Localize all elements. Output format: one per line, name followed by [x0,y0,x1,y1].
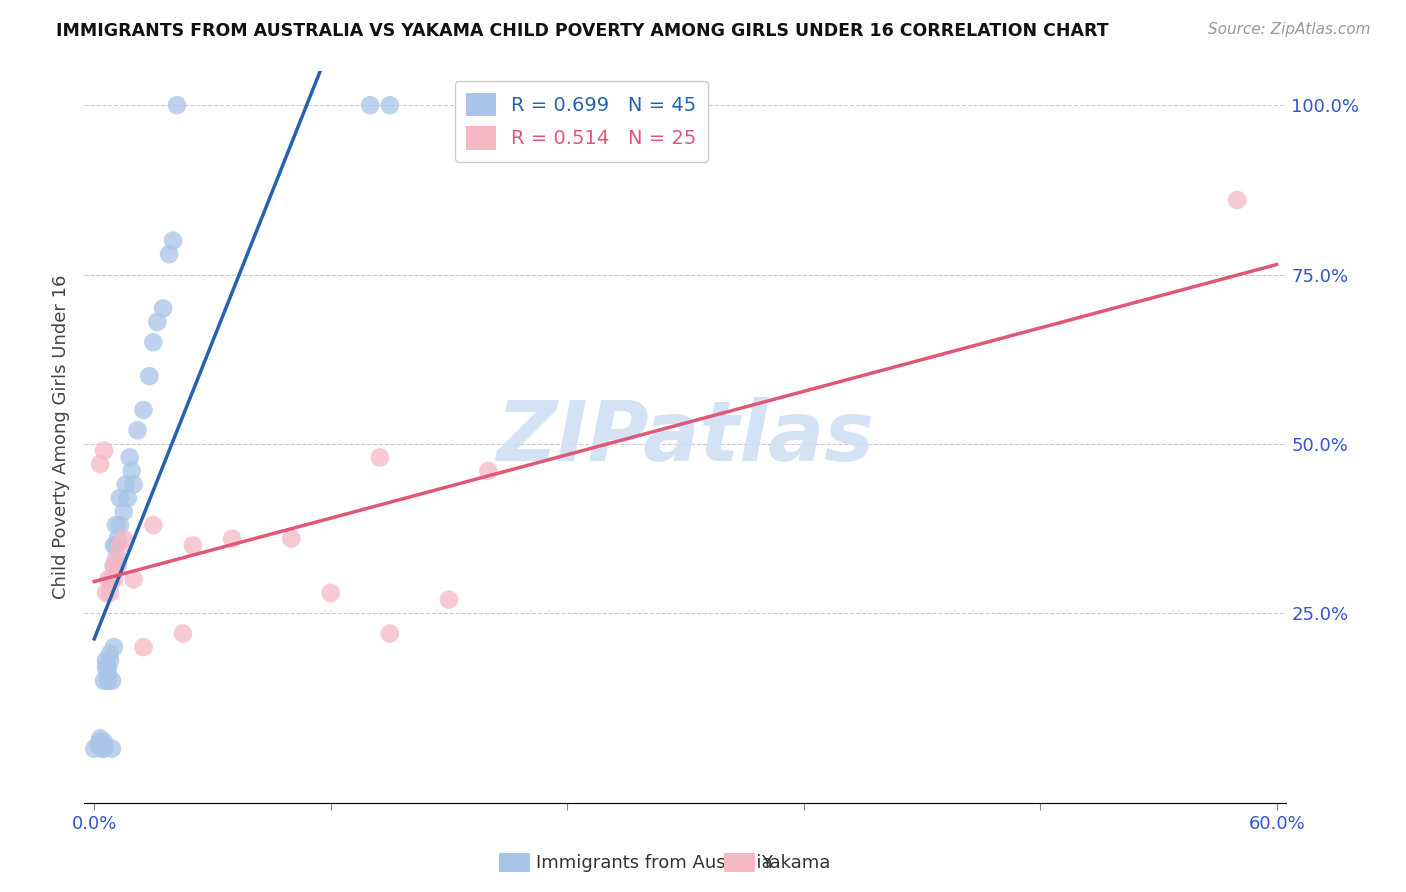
Point [89,731,111,746]
Point [319,586,342,600]
Point [132,403,155,417]
Point [181,538,204,552]
Point [112,532,135,546]
Text: Immigrants from Australia: Immigrants from Australia [536,854,772,871]
Point [98,586,121,600]
Point [121,464,143,478]
Point [378,98,401,112]
Point [359,98,381,112]
Point [146,315,169,329]
Point [118,450,141,465]
Point [91,738,114,752]
Point [94,586,117,600]
Point [477,464,499,478]
Point [93,741,115,756]
Point [280,532,302,546]
Point [437,592,460,607]
Point [101,673,124,688]
Point [138,369,160,384]
Point [108,538,131,552]
Point [97,673,120,688]
Point [378,626,401,640]
Point [93,443,115,458]
Point [162,234,184,248]
Point [101,741,124,756]
Legend: R = 0.699   N = 45, R = 0.514   N = 25: R = 0.699 N = 45, R = 0.514 N = 25 [454,81,709,161]
Point [89,457,111,471]
Point [98,647,121,661]
Point [127,423,149,437]
Text: IMMIGRANTS FROM AUSTRALIA VS YAKAMA CHILD POVERTY AMONG GIRLS UNDER 16 CORRELATI: IMMIGRANTS FROM AUSTRALIA VS YAKAMA CHIL… [56,22,1109,40]
Point [107,552,129,566]
Point [97,660,120,674]
Point [101,572,124,586]
Point [368,450,391,465]
Point [114,477,136,491]
Text: Source: ZipAtlas.com: Source: ZipAtlas.com [1208,22,1371,37]
Point [152,301,174,316]
Point [103,572,125,586]
Point [91,741,114,756]
Point [112,505,135,519]
Point [221,532,243,546]
Point [97,572,120,586]
Point [166,98,188,112]
Text: ZIPatlas: ZIPatlas [496,397,875,477]
Point [97,667,120,681]
Point [117,491,139,505]
Point [122,477,145,491]
Point [93,738,115,752]
Y-axis label: Child Poverty Among Girls Under 16: Child Poverty Among Girls Under 16 [52,275,70,599]
Point [107,532,129,546]
Point [89,735,111,749]
Point [87,738,110,752]
Point [93,735,115,749]
Point [157,247,180,261]
Point [103,558,125,573]
Point [98,654,121,668]
Point [83,741,105,756]
Point [103,558,125,573]
Point [172,626,194,640]
Point [122,572,145,586]
Point [103,538,125,552]
Point [94,654,117,668]
Point [142,518,165,533]
Point [93,673,115,688]
Point [107,558,129,573]
Point [104,538,127,552]
Text: Yakama: Yakama [761,854,830,871]
Point [132,640,155,654]
Point [108,518,131,533]
Point [103,640,125,654]
Point [1226,193,1249,207]
Point [94,660,117,674]
Point [104,552,127,566]
Point [108,491,131,505]
Point [104,518,127,533]
Point [142,335,165,350]
